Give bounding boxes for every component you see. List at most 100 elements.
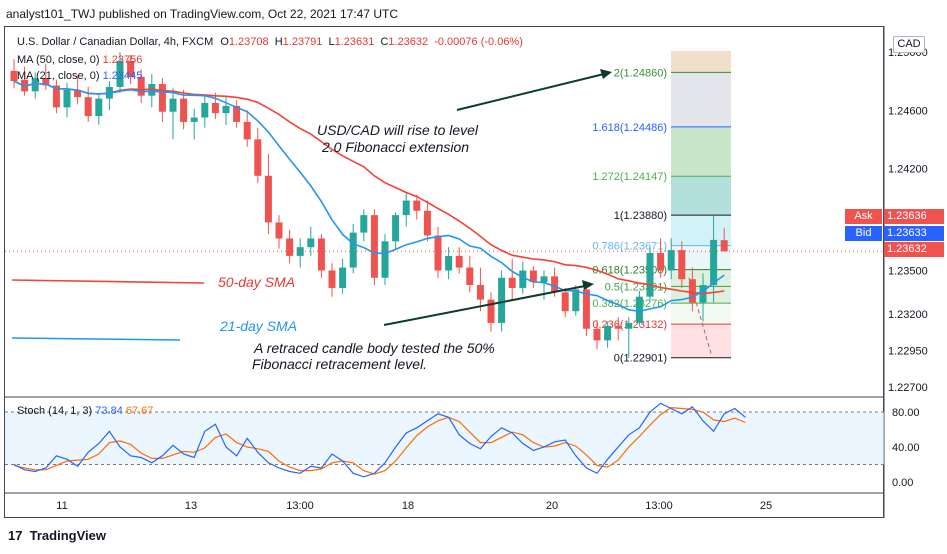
time-tick-label: 13:00 <box>645 500 673 512</box>
currency-badge[interactable]: CAD <box>893 36 925 53</box>
fib-level-label: 0.786(1.23671) <box>592 241 667 253</box>
candle-body <box>413 200 421 211</box>
publish-header: analyst101_TWJ published on TradingView.… <box>0 0 947 28</box>
candle-body <box>233 105 241 122</box>
candle-body <box>222 105 230 114</box>
rise-annotation-line2: 2.0 Fibonacci extension <box>322 139 470 155</box>
ask-label: Ask <box>845 209 882 224</box>
fib-level-label: 1.272(1.24147) <box>592 171 667 183</box>
candle-body <box>476 285 484 300</box>
sma21-legend-line <box>11 337 181 341</box>
tradingview-brand: TradingView <box>29 528 106 543</box>
low-value: 1.23631 <box>334 36 375 48</box>
tradingview-footer[interactable]: 17 TradingView <box>8 528 106 543</box>
sma50-legend-line <box>11 279 205 284</box>
candle-body <box>317 238 325 271</box>
ma50-legend: MA (50, close, 0) 1.23756 <box>17 54 142 66</box>
candle-body <box>211 102 219 114</box>
candle-body <box>52 85 60 108</box>
stoch-tick-label: 40.00 <box>892 442 920 454</box>
retrace-annotation-line1: A retraced candle body tested the 50% <box>254 340 495 356</box>
candle-body <box>402 200 410 216</box>
price-tick-label: 1.22950 <box>888 346 928 358</box>
candle-body <box>116 60 124 87</box>
stoch-k-line <box>13 402 746 478</box>
low-label: L <box>328 36 335 48</box>
candle-body <box>392 215 400 242</box>
candle-body <box>137 76 145 96</box>
ma50-line <box>13 80 725 295</box>
stoch-label: Stoch (14, 1, 3) <box>17 405 93 417</box>
candle-body <box>42 78 50 86</box>
stoch-k-value: 73.84 <box>95 405 123 417</box>
candle-body <box>455 255 463 268</box>
candle-body <box>201 102 209 118</box>
high-label: H <box>274 36 283 48</box>
candle-body <box>370 215 378 278</box>
price-tick-label: 1.24200 <box>888 164 928 176</box>
time-tick-label: 13:00 <box>286 500 314 512</box>
candle-body <box>487 299 495 323</box>
candle-body <box>31 78 39 92</box>
ma21-legend: MA (21, close, 0) 1.23445 <box>17 70 142 82</box>
candle-body <box>275 222 283 239</box>
ma21-line <box>13 80 725 313</box>
stoch-legend: Stoch (14, 1, 3) 73.84 67.67 <box>17 405 153 417</box>
candle-body <box>286 238 294 256</box>
candle-body <box>307 238 315 248</box>
open-value: 1.23708 <box>228 36 269 48</box>
candle-body <box>720 240 728 252</box>
candle-body <box>445 255 453 271</box>
candle-body <box>381 241 389 278</box>
stoch-d-value: 67.67 <box>125 405 154 417</box>
change-value: -0.00076 (-0.06%) <box>434 36 523 48</box>
candle-body <box>423 210 431 236</box>
candle-body <box>328 270 336 288</box>
candle-body <box>360 215 368 233</box>
sma50-annotation: 50-day SMA <box>218 274 296 290</box>
price-tick-label: 1.22700 <box>888 382 928 394</box>
candle-body <box>572 289 580 312</box>
symbol-legend: U.S. Dollar / Canadian Dollar, 4h, FXCM … <box>17 36 523 48</box>
candle-body <box>593 328 601 341</box>
fib-zone-rect <box>671 72 731 127</box>
candle-body <box>74 89 82 98</box>
candle-body <box>646 253 654 297</box>
fib-zone-rect <box>671 176 731 216</box>
close-value: 1.23632 <box>388 36 429 48</box>
candle-body <box>625 322 633 329</box>
candle-body <box>667 250 675 271</box>
stoch-tick-label: 0.00 <box>892 477 913 489</box>
high-value: 1.23791 <box>282 36 323 48</box>
bid-label: Bid <box>845 226 882 241</box>
time-tick-label: 25 <box>760 500 772 512</box>
retrace-arrow-line <box>383 284 591 326</box>
candle-body <box>158 84 166 112</box>
last-price-value: 1.23632 <box>884 242 944 257</box>
retrace-annotation-line2: Fibonacci retracement level. <box>252 356 428 372</box>
ma50-value: 1.23756 <box>102 54 143 66</box>
candle-body <box>339 267 347 288</box>
fib-level-label: 1.618(1.24486) <box>592 122 667 134</box>
candle-body <box>688 279 696 303</box>
price-tick-label: 1.23200 <box>888 309 928 321</box>
rise-annotation-line1: USD/CAD will rise to level <box>317 122 479 138</box>
time-tick-label: 20 <box>546 500 558 512</box>
candle-body <box>169 98 177 112</box>
fib-zone-rect <box>671 50 731 73</box>
candle-body <box>466 267 474 286</box>
fib-level-label: 2(1.24860) <box>614 67 667 79</box>
open-label: O <box>220 36 229 48</box>
candle-body <box>498 277 506 323</box>
fib-level-label: 1(1.23880) <box>614 210 667 222</box>
candle-body <box>243 121 251 140</box>
candle-body <box>635 296 643 323</box>
candle-body <box>561 292 569 312</box>
price-tick-label: 1.23500 <box>888 265 928 277</box>
ask-value: 1.23636 <box>884 209 944 224</box>
candle-body <box>349 232 357 268</box>
candle-body <box>508 277 516 288</box>
candle-body <box>254 139 262 176</box>
candle-body <box>264 175 272 223</box>
